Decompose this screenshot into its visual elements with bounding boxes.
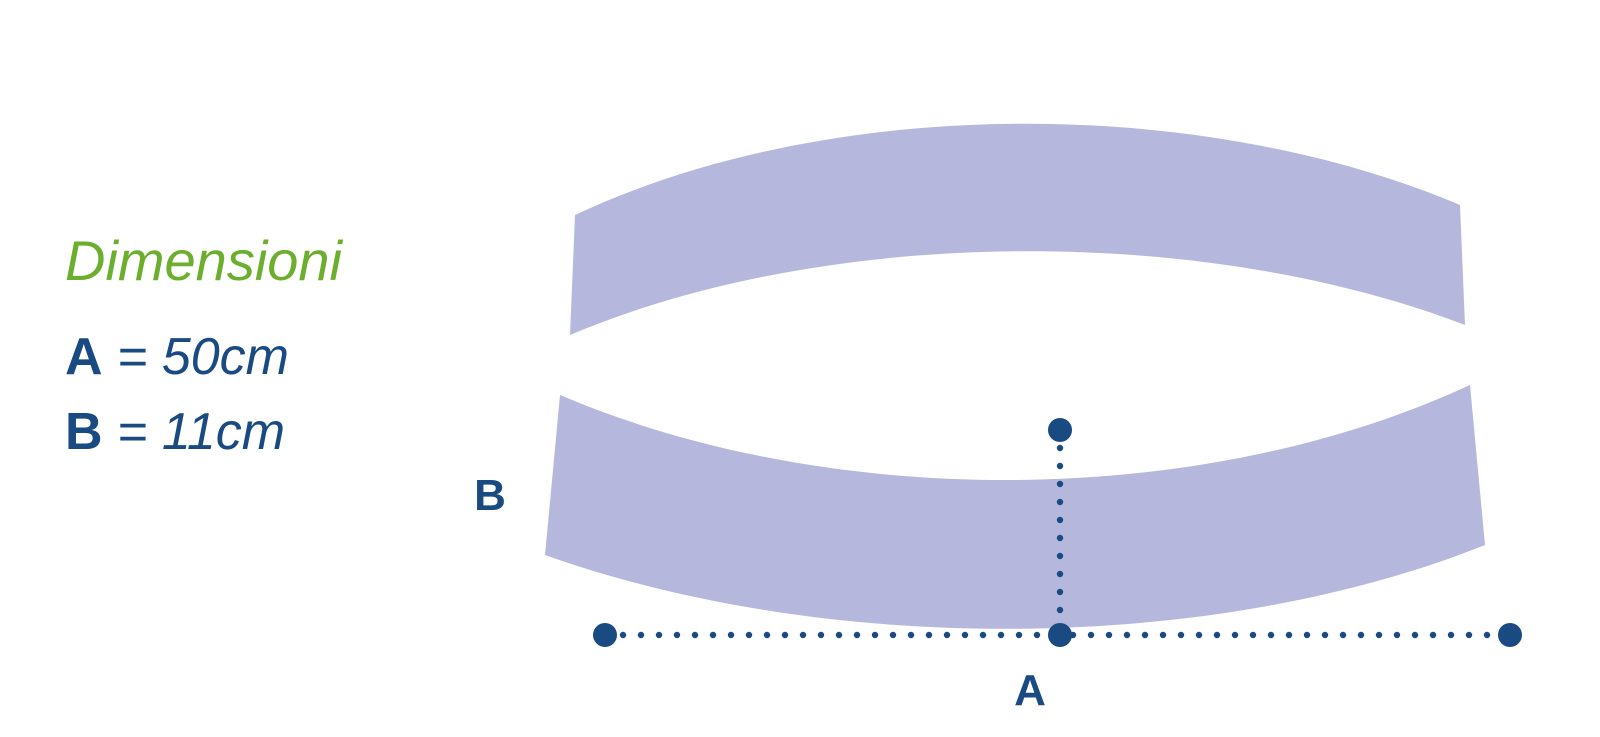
dim-b-label: B [474,471,506,520]
legend-value-b: 11cm [162,403,285,461]
top-band [570,124,1465,335]
legend-key-a: A [65,328,103,386]
bottom-band [545,385,1485,629]
legend: Dimensioni A = 50cm B = 11cm [65,230,342,470]
dim-b-endpoint-bottom [1048,623,1072,647]
dim-b-endpoint-top [1048,418,1072,442]
figure-container: Dimensioni A = 50cm B = 11cm AB [0,0,1600,737]
legend-row-b: B = 11cm [65,395,342,470]
legend-eq-b: = [103,403,162,461]
dim-a-endpoint-left [593,623,617,647]
diagram-svg: AB [430,0,1600,737]
legend-title: Dimensioni [65,230,342,292]
legend-eq-a: = [103,328,162,386]
legend-key-b: B [65,403,103,461]
legend-row-a: A = 50cm [65,320,342,395]
legend-value-a: 50cm [162,328,289,386]
diagram: AB [430,0,1600,737]
dim-a-endpoint-right [1498,623,1522,647]
dim-a-label: A [1014,666,1046,715]
